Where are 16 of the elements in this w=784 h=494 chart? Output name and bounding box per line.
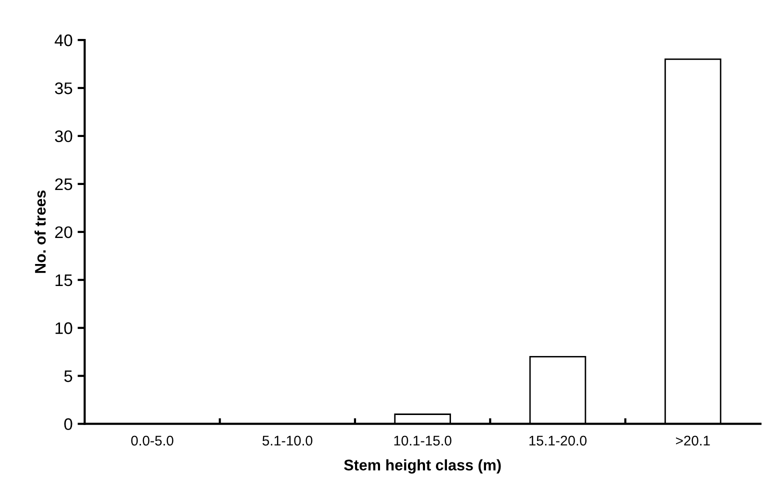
y-tick-label: 15 xyxy=(56,274,72,286)
y-tick-label: 25 xyxy=(55,178,72,190)
x-tick-label: >20.1 xyxy=(676,436,710,446)
x-tick-label: 5.1-10.0 xyxy=(262,436,312,446)
y-tick-label: 5 xyxy=(64,370,72,382)
y-tick-label: 35 xyxy=(54,82,72,94)
y-tick-label: 20 xyxy=(55,226,72,238)
x-axis-title: Stem height class (m) xyxy=(344,459,501,474)
y-tick-label: 30 xyxy=(54,130,72,142)
x-tick-label: 15.1-20.0 xyxy=(529,436,587,446)
x-tick-label: 0.0-5.0 xyxy=(131,436,174,446)
y-tick-label: 40 xyxy=(54,34,72,46)
y-axis-title: No. of trees xyxy=(34,190,46,273)
x-tick-label: 10.1-15.0 xyxy=(394,436,452,446)
y-tick-label: 10 xyxy=(56,322,72,334)
y-tick-label: 0 xyxy=(64,418,72,430)
